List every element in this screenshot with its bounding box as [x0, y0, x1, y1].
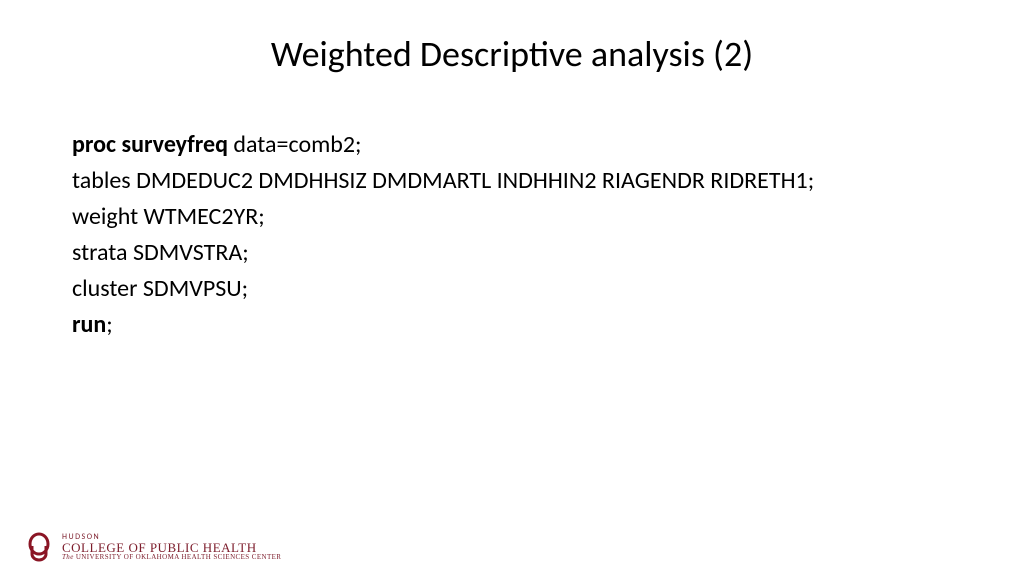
run-keyword: run [72, 310, 106, 339]
code-line-6: run; [72, 308, 952, 342]
logo-text: HUDSON COLLEGE OF PUBLIC HEALTH The UNIV… [62, 533, 281, 561]
logo-line-3: The UNIVERSITY OF OKLAHOMA HEALTH SCIENC… [62, 554, 281, 561]
code-line-5: cluster SDMVPSU; [72, 272, 952, 306]
code-line-3: weight WTMEC2YR; [72, 200, 952, 234]
footer-logo: HUDSON COLLEGE OF PUBLIC HEALTH The UNIV… [24, 532, 281, 562]
proc-keyword: proc surveyfreq [72, 130, 228, 159]
logo-line-3-ital: The [62, 553, 74, 561]
code-line-2: tables DMDEDUC2 DMDHHSIZ DMDMARTL INDHHI… [72, 164, 952, 198]
slide: Weighted Descriptive analysis (2) proc s… [0, 0, 1024, 576]
logo-line-3-rest: UNIVERSITY OF OKLAHOMA HEALTH SCIENCES C… [74, 553, 282, 561]
code-block: proc surveyfreq data=comb2; tables DMDED… [72, 128, 952, 344]
code-line-4: strata SDMVSTRA; [72, 236, 952, 270]
ou-logo-icon [24, 532, 54, 562]
code-line-1: proc surveyfreq data=comb2; [72, 128, 952, 162]
run-rest: ; [106, 310, 112, 339]
proc-rest: data=comb2; [228, 130, 361, 159]
slide-title: Weighted Descriptive analysis (2) [0, 32, 1024, 76]
